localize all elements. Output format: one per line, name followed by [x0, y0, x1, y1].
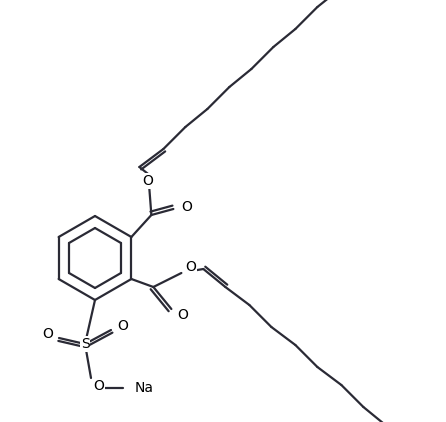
Text: O: O [182, 200, 192, 214]
Text: O: O [93, 379, 104, 393]
Text: O: O [186, 260, 196, 274]
Text: O: O [178, 308, 188, 322]
Text: Na: Na [135, 381, 154, 395]
Text: S: S [81, 337, 89, 351]
Text: O: O [42, 327, 53, 341]
Text: O: O [142, 174, 153, 188]
Text: O: O [117, 319, 128, 333]
